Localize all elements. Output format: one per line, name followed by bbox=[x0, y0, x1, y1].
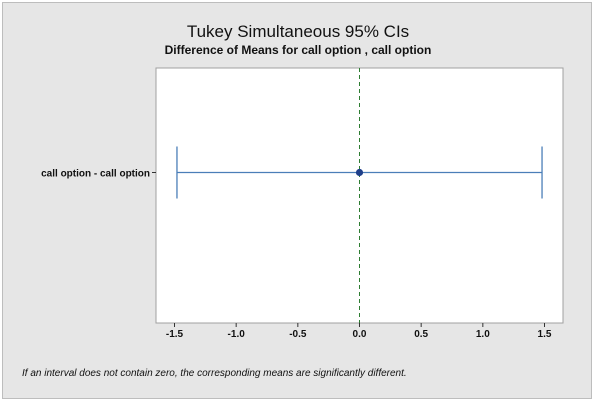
chart-footnote: If an interval does not contain zero, th… bbox=[22, 368, 407, 379]
x-tick-label: 0.5 bbox=[414, 329, 428, 340]
x-tick-label: 1.5 bbox=[538, 329, 552, 340]
x-tick-label: -0.5 bbox=[289, 329, 307, 340]
x-tick-label: 1.0 bbox=[476, 329, 490, 340]
chart-subtitle: Difference of Means for call option , ca… bbox=[164, 43, 432, 57]
interval-estimate-point bbox=[355, 168, 364, 177]
x-tick-label: -1.5 bbox=[166, 329, 184, 340]
category-label: call option - call option bbox=[41, 169, 150, 180]
x-tick-label: 0.0 bbox=[353, 329, 367, 340]
x-tick-label: -1.0 bbox=[228, 329, 246, 340]
x-axis: -1.5 -1.0 -0.5 0.0 0.5 1.0 1.5 bbox=[166, 323, 552, 340]
chart-title: Tukey Simultaneous 95% CIs bbox=[186, 22, 410, 41]
interval-marks: call option - call option bbox=[41, 68, 543, 323]
